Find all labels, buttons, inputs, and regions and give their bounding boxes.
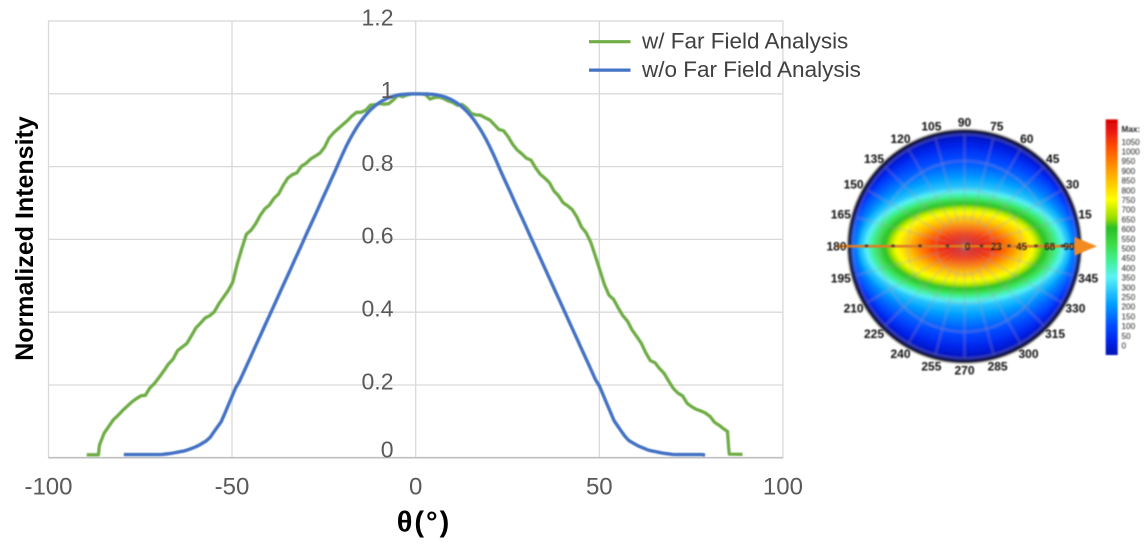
svg-text:300: 300 bbox=[1018, 347, 1038, 361]
svg-text:0.2: 0.2 bbox=[362, 368, 394, 394]
svg-text:450: 450 bbox=[1122, 254, 1136, 263]
svg-text:250: 250 bbox=[1122, 293, 1136, 302]
svg-text:135: 135 bbox=[864, 152, 884, 166]
svg-text:45: 45 bbox=[1046, 152, 1060, 166]
svg-text:45: 45 bbox=[1016, 242, 1028, 253]
svg-text:345: 345 bbox=[1078, 272, 1098, 286]
svg-text:200: 200 bbox=[1122, 303, 1136, 312]
svg-text:210: 210 bbox=[844, 302, 864, 316]
svg-text:1050: 1050 bbox=[1122, 138, 1141, 147]
svg-text:550: 550 bbox=[1122, 235, 1136, 244]
svg-text:150: 150 bbox=[1122, 312, 1136, 321]
svg-text:285: 285 bbox=[988, 359, 1008, 373]
svg-text:1.2: 1.2 bbox=[362, 4, 394, 30]
svg-text:75: 75 bbox=[990, 120, 1004, 134]
svg-text:50: 50 bbox=[586, 474, 613, 501]
svg-text:300: 300 bbox=[1122, 283, 1136, 292]
svg-text:105: 105 bbox=[921, 120, 941, 134]
svg-text:1: 1 bbox=[381, 77, 394, 103]
svg-text:θ(°): θ(°) bbox=[397, 507, 452, 539]
svg-text:50: 50 bbox=[1122, 332, 1132, 341]
svg-text:90: 90 bbox=[958, 116, 972, 130]
svg-text:165: 165 bbox=[831, 207, 851, 221]
svg-text:350: 350 bbox=[1122, 274, 1136, 283]
svg-text:500: 500 bbox=[1122, 245, 1136, 254]
svg-text:195: 195 bbox=[831, 272, 851, 286]
svg-text:330: 330 bbox=[1065, 302, 1085, 316]
svg-text:68: 68 bbox=[1044, 242, 1056, 253]
svg-text:23: 23 bbox=[991, 242, 1003, 253]
svg-text:100: 100 bbox=[763, 474, 803, 501]
svg-text:800: 800 bbox=[1122, 186, 1136, 195]
svg-text:750: 750 bbox=[1122, 196, 1136, 205]
svg-text:120: 120 bbox=[890, 132, 910, 146]
svg-text:700: 700 bbox=[1122, 206, 1136, 215]
svg-text:255: 255 bbox=[921, 359, 941, 373]
svg-text:225: 225 bbox=[864, 327, 884, 341]
svg-text:Max:: Max: bbox=[1122, 125, 1141, 134]
svg-text:850: 850 bbox=[1122, 177, 1136, 186]
svg-text:270: 270 bbox=[954, 364, 974, 378]
svg-text:90: 90 bbox=[1063, 242, 1075, 253]
svg-text:0: 0 bbox=[965, 242, 971, 253]
svg-text:150: 150 bbox=[844, 178, 864, 192]
svg-text:0: 0 bbox=[381, 436, 394, 462]
svg-text:400: 400 bbox=[1122, 264, 1136, 273]
svg-text:650: 650 bbox=[1122, 215, 1136, 224]
svg-text:Normalized Intensity: Normalized Intensity bbox=[11, 116, 39, 361]
svg-text:240: 240 bbox=[890, 347, 910, 361]
svg-text:w/ Far Field Analysis: w/ Far Field Analysis bbox=[641, 29, 848, 54]
svg-text:15: 15 bbox=[1078, 207, 1092, 221]
svg-text:315: 315 bbox=[1045, 327, 1065, 341]
svg-text:60: 60 bbox=[1020, 132, 1034, 146]
svg-text:900: 900 bbox=[1122, 167, 1136, 176]
svg-text:0.6: 0.6 bbox=[362, 223, 394, 249]
svg-text:0: 0 bbox=[409, 474, 422, 501]
svg-text:600: 600 bbox=[1122, 225, 1136, 234]
svg-text:950: 950 bbox=[1122, 157, 1136, 166]
svg-text:0: 0 bbox=[1122, 342, 1127, 351]
svg-text:1000: 1000 bbox=[1122, 148, 1141, 157]
svg-text:100: 100 bbox=[1122, 322, 1136, 331]
svg-text:w/o Far Field Analysis: w/o Far Field Analysis bbox=[641, 57, 861, 82]
svg-text:180: 180 bbox=[826, 240, 846, 254]
svg-text:-50: -50 bbox=[215, 474, 250, 501]
svg-text:0.4: 0.4 bbox=[362, 296, 394, 322]
svg-text:30: 30 bbox=[1066, 178, 1080, 192]
svg-text:0.8: 0.8 bbox=[362, 150, 394, 176]
svg-text:-100: -100 bbox=[24, 474, 72, 501]
